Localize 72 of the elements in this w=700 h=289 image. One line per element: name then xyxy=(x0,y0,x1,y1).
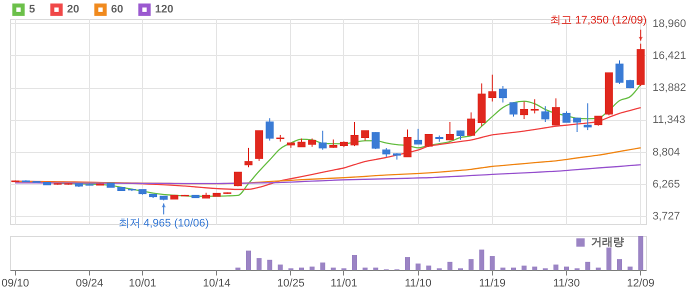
x-tick-label: 11/01 xyxy=(330,278,358,289)
y-tick-label: 3,727 xyxy=(652,210,680,223)
legend-label: 20 xyxy=(67,4,80,16)
candlestick xyxy=(234,172,242,187)
bar xyxy=(553,264,558,270)
y-tick-label: 13,882 xyxy=(652,82,686,94)
y-tick-label: 18,960 xyxy=(652,18,686,30)
bar xyxy=(532,266,538,270)
bar xyxy=(267,260,272,270)
bar xyxy=(405,257,410,270)
candlestick xyxy=(266,118,274,142)
candlestick xyxy=(244,147,252,168)
bar xyxy=(585,262,590,270)
candlestick xyxy=(446,122,454,141)
y-tick-label: 16,421 xyxy=(652,50,686,62)
bar xyxy=(617,259,622,270)
bar xyxy=(256,258,262,270)
x-tick-label: 12/09 xyxy=(626,278,654,289)
legend-label: 5 xyxy=(29,4,36,16)
candlestick xyxy=(584,102,592,131)
legend-label: 거래량 xyxy=(591,236,624,248)
x-tick-label: 11/30 xyxy=(553,278,580,289)
candlestick xyxy=(467,112,476,137)
x-tick-label: 09/10 xyxy=(2,278,30,289)
candlestick xyxy=(404,128,412,158)
bar xyxy=(416,264,421,270)
bar xyxy=(246,250,251,270)
bar xyxy=(447,262,452,270)
candlestick xyxy=(552,98,560,126)
candlestick xyxy=(562,110,570,124)
bar xyxy=(479,250,484,270)
bar xyxy=(426,266,432,270)
candlestick xyxy=(498,86,507,104)
candlestick xyxy=(318,130,327,150)
candlestick xyxy=(361,130,370,142)
y-tick-label: 8,804 xyxy=(652,146,680,158)
candlestick xyxy=(573,117,582,133)
legend-label: 120 xyxy=(155,4,174,16)
line-series xyxy=(14,164,642,184)
candlestick xyxy=(510,102,518,118)
x-tick-label: 10/25 xyxy=(277,278,305,289)
annotation: 최고 17,350 (12/09) xyxy=(550,14,647,27)
candlestick xyxy=(488,74,496,102)
candlestick xyxy=(530,98,539,114)
candlestick xyxy=(414,128,422,145)
bar xyxy=(522,266,527,270)
x-tick-label: 09/24 xyxy=(76,278,104,289)
candlestick xyxy=(350,122,358,147)
candlestick xyxy=(541,106,550,123)
bar xyxy=(606,248,612,270)
x-tick-label: 10/14 xyxy=(202,278,230,289)
x-tick-label: 10/01 xyxy=(128,278,156,289)
x-tick-label: 11/10 xyxy=(404,278,432,289)
bar xyxy=(490,256,495,270)
legend-label: 60 xyxy=(111,4,124,16)
bar xyxy=(628,266,633,270)
candlestick xyxy=(372,132,380,150)
candlestick xyxy=(424,134,433,148)
bar xyxy=(310,266,315,270)
candlestick xyxy=(594,116,602,126)
bar xyxy=(468,259,474,270)
candlestick xyxy=(616,60,624,84)
bar xyxy=(352,255,357,270)
y-tick-label: 6,265 xyxy=(652,178,680,190)
bar xyxy=(638,236,644,270)
y-tick-label: 11,343 xyxy=(652,114,686,126)
bar xyxy=(320,262,326,270)
bar xyxy=(564,266,569,270)
candlestick xyxy=(520,101,528,120)
x-tick-label: 11/19 xyxy=(478,278,506,289)
annotation: 최저 4,965 (10/06) xyxy=(118,217,209,230)
bar xyxy=(278,264,283,270)
